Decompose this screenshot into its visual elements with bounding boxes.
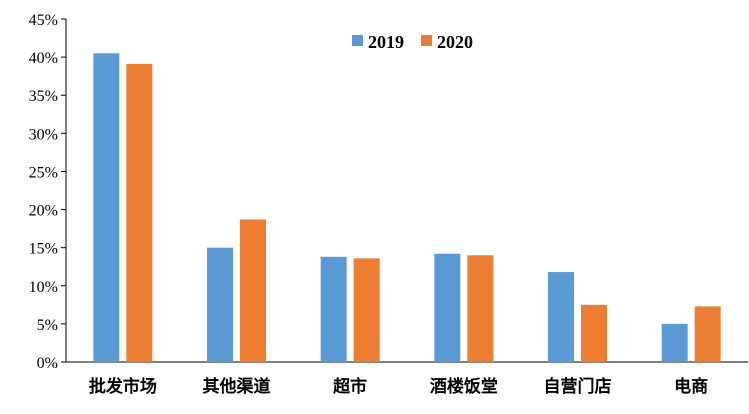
legend-swatch-2019 [352, 35, 363, 46]
bar-2020-1 [126, 63, 153, 363]
y-tick-label: 15% [29, 241, 58, 258]
y-tick-label: 45% [29, 12, 58, 29]
bar-2020-6 [694, 306, 721, 362]
bar-2019-2 [207, 247, 233, 362]
y-tick-labels: 0% 5% 10% 15% 20% 25% 30% 35% 40% 45% [29, 12, 66, 372]
bar-2019-4 [434, 253, 461, 362]
y-tick-label: 20% [29, 203, 58, 220]
x-category-label: 超市 [333, 376, 367, 397]
x-category-label: 批发市场 [89, 376, 157, 397]
legend-label-2020: 2020 [437, 32, 473, 52]
y-tick-label: 30% [29, 126, 58, 143]
x-category-labels: 批发市场 其他渠道 超市 酒楼饭堂 自营门店 电商 [89, 376, 708, 397]
y-tick-label: 10% [29, 279, 58, 296]
bar-2019-6 [661, 323, 688, 362]
y-tick-label: 5% [37, 317, 58, 334]
bar-2020-4 [467, 255, 494, 362]
bar-2019-5 [548, 272, 574, 362]
x-category-label: 酒楼饭堂 [430, 376, 498, 397]
bar-2020-2 [240, 219, 266, 362]
legend: 2019 2020 [352, 32, 473, 52]
y-tick-label: 0% [37, 355, 58, 372]
y-tick-label: 25% [29, 164, 58, 181]
bars [93, 53, 721, 363]
bar-2019-3 [320, 256, 347, 362]
axes [65, 19, 748, 363]
y-tick-label: 40% [29, 50, 58, 67]
bar-2019-1 [93, 53, 120, 363]
y-tick-label: 35% [29, 88, 58, 105]
x-category-label: 其他渠道 [203, 376, 271, 397]
x-category-label: 自营门店 [544, 376, 612, 397]
x-category-label: 电商 [674, 376, 708, 397]
bar-2020-3 [353, 258, 380, 362]
legend-label-2019: 2019 [368, 32, 404, 52]
legend-swatch-2020 [421, 35, 432, 46]
bar-2020-5 [581, 304, 607, 362]
